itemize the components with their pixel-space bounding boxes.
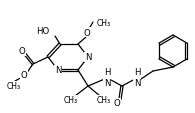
Text: H
N: H N xyxy=(134,68,140,87)
Text: CH₃: CH₃ xyxy=(97,18,111,27)
Text: CH₃: CH₃ xyxy=(64,96,78,105)
Text: CH₃: CH₃ xyxy=(97,96,111,105)
Text: N: N xyxy=(85,53,91,62)
Text: N: N xyxy=(55,66,61,75)
Text: O: O xyxy=(84,28,90,37)
Text: O: O xyxy=(21,71,27,80)
Text: H
N: H N xyxy=(104,68,110,87)
Text: O: O xyxy=(19,47,25,56)
Text: O: O xyxy=(114,99,120,108)
Text: CH₃: CH₃ xyxy=(7,82,21,91)
Text: HO: HO xyxy=(36,26,49,35)
